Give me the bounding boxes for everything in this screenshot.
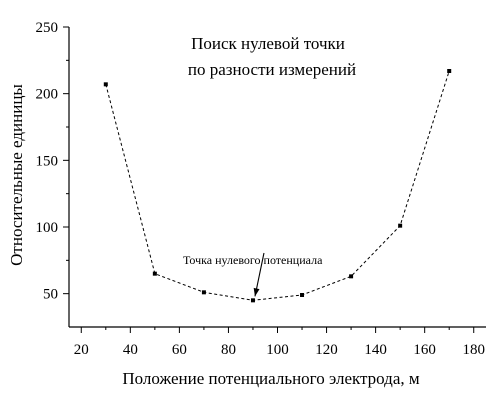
chart-title-line-2: по разности измерений <box>188 60 356 79</box>
data-point <box>398 223 403 228</box>
data-series <box>103 69 452 303</box>
annotation-arrowhead <box>253 287 260 297</box>
x-tick-label: 140 <box>364 342 387 358</box>
x-tick-label: 180 <box>462 342 485 358</box>
x-tick-label: 120 <box>315 342 338 358</box>
y-tick-label: 150 <box>36 153 59 169</box>
x-tick-label: 100 <box>266 342 289 358</box>
x-tick-label: 80 <box>221 342 236 358</box>
y-tick-label: 250 <box>36 20 59 36</box>
data-point <box>152 271 157 276</box>
y-tick-label: 50 <box>43 287 58 303</box>
data-point <box>349 274 354 279</box>
y-tick-label: 100 <box>36 220 59 236</box>
x-tick-label: 40 <box>123 342 138 358</box>
data-point <box>447 69 452 73</box>
data-point <box>103 82 108 87</box>
y-tick-label: 200 <box>36 87 59 103</box>
x-axis-ticks: 20 40 60 80 100 120 140 160 180 <box>74 327 485 358</box>
x-tick-label: 20 <box>74 342 89 358</box>
annotation-label: Точка нулевого потенциала <box>183 253 323 267</box>
data-point <box>300 293 305 297</box>
y-axis-ticks: 50 100 150 200 250 <box>36 20 69 303</box>
x-tick-label: 60 <box>172 342 187 358</box>
chart-title-line-1: Поиск нулевой точки <box>191 34 345 53</box>
y-axis-title: Относительные единицы <box>7 84 26 266</box>
data-point <box>250 298 255 303</box>
series-line <box>105 70 450 301</box>
data-point <box>201 290 206 295</box>
x-axis-title: Положение потенциального электрода, м <box>122 369 420 388</box>
x-tick-label: 160 <box>413 342 436 358</box>
